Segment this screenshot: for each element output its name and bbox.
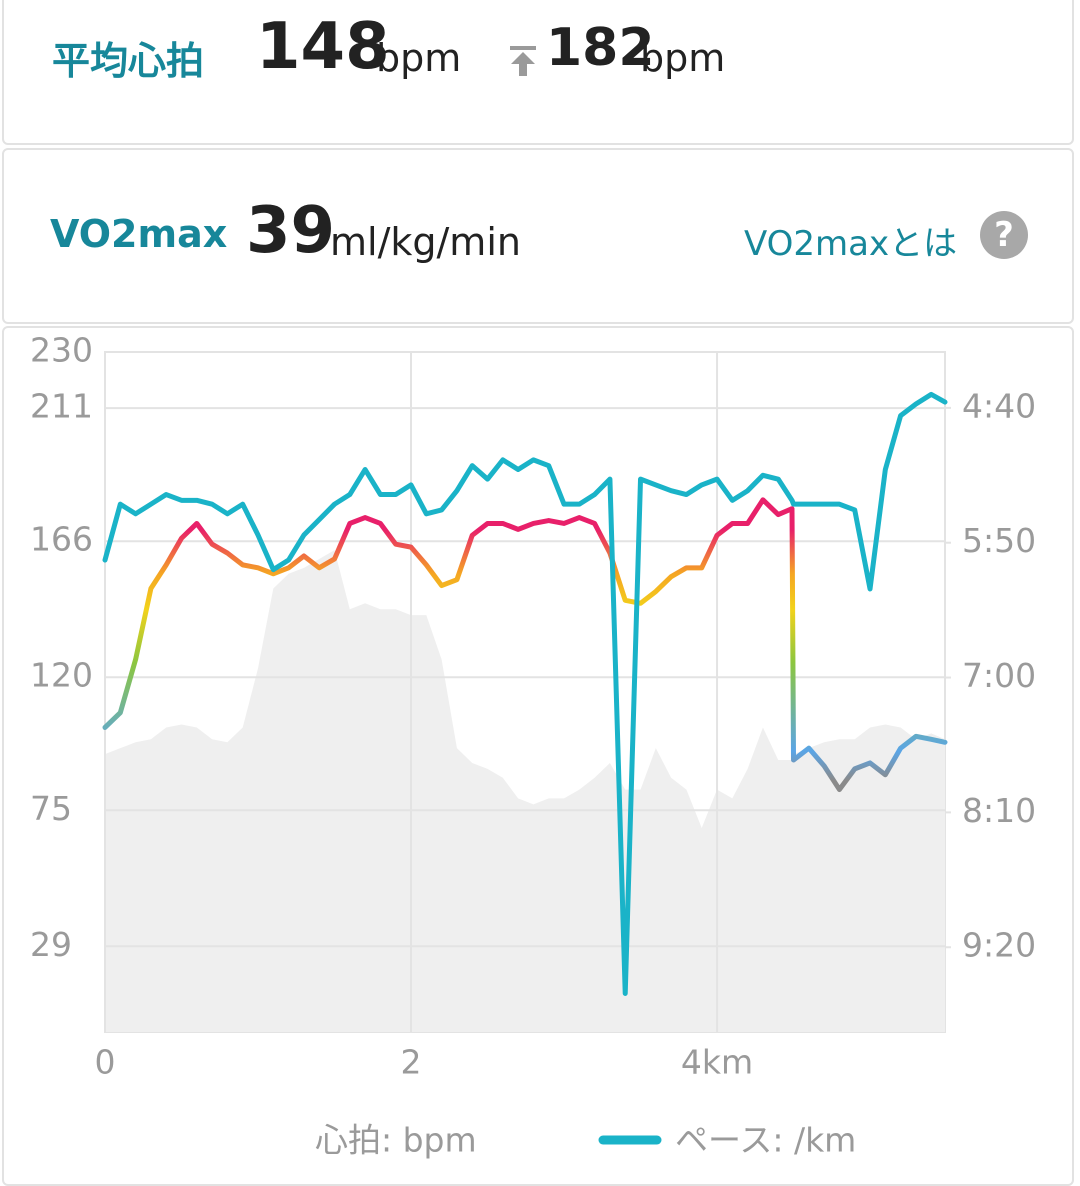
avg-hr-value: 148 <box>256 10 390 84</box>
legend-label: ペース: /km <box>675 1121 856 1160</box>
y-tick-label: 75 <box>30 789 72 828</box>
heart-rate-card: 平均心拍 148 bpm 182 bpm <box>2 0 1074 145</box>
vo2-unit: ml/kg/min <box>330 220 521 264</box>
series-line <box>102 497 948 793</box>
x-tick-label: 2 <box>401 1043 422 1082</box>
y-tick-label: 211 <box>30 387 93 426</box>
y2-tick-label: 7:00 <box>962 656 1036 695</box>
legend-label: 心拍: bpm <box>315 1121 477 1160</box>
y2-tick-label: 9:20 <box>962 926 1036 965</box>
series-line <box>102 391 948 996</box>
elevation-area <box>105 550 945 1032</box>
y2-tick-label: 5:50 <box>962 521 1036 560</box>
y2-tick-label: 4:40 <box>962 386 1036 425</box>
avg-hr-unit: bpm <box>376 36 462 80</box>
max-hr-unit: bpm <box>640 36 726 80</box>
vo2-link[interactable]: VO2maxとは <box>744 224 958 264</box>
x-tick-label: 0 <box>95 1043 116 1082</box>
vo2-card: VO2max 39 ml/kg/min VO2maxとは ? <box>2 148 1074 324</box>
y-tick-label: 120 <box>30 656 93 695</box>
vo2-value: 39 <box>246 194 336 268</box>
max-hr-value: 182 <box>546 18 655 78</box>
y-tick-label: 230 <box>30 331 93 370</box>
y-tick-label: 29 <box>30 925 72 964</box>
help-icon[interactable]: ? <box>980 211 1028 259</box>
y2-tick-label: 8:10 <box>962 791 1036 830</box>
max-icon <box>510 46 536 76</box>
avg-hr-label: 平均心拍 <box>52 39 205 83</box>
y-tick-label: 166 <box>30 520 93 559</box>
vo2-label: VO2max <box>50 212 228 256</box>
x-tick-label: 4km <box>681 1043 753 1082</box>
